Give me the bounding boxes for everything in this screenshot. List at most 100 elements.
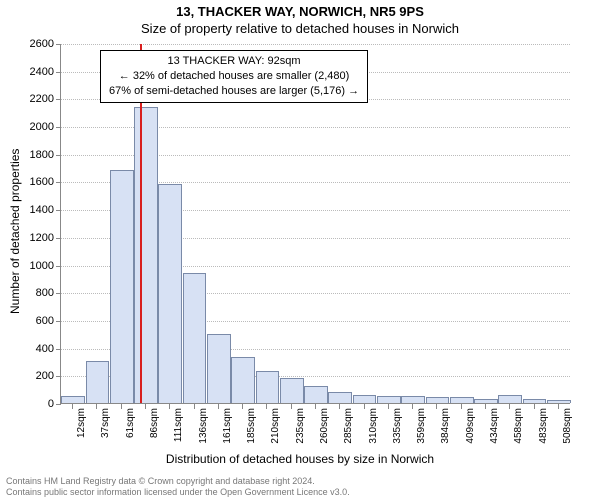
x-tick-label: 136sqm [198, 408, 209, 458]
x-tick-label: 210sqm [270, 408, 281, 458]
y-tick-label: 2400 [14, 66, 54, 78]
x-tick-label: 335sqm [392, 408, 403, 458]
x-axis-label: Distribution of detached houses by size … [0, 452, 600, 466]
title-sub: Size of property relative to detached ho… [0, 21, 600, 36]
y-tick-mark [56, 266, 61, 267]
x-tick-mark [509, 404, 510, 409]
x-tick-mark [169, 404, 170, 409]
histogram-bar [110, 170, 134, 403]
x-tick-mark [485, 404, 486, 409]
histogram-bar [183, 273, 207, 403]
x-tick-label: 185sqm [246, 408, 257, 458]
x-tick-label: 235sqm [295, 408, 306, 458]
y-tick-label: 400 [14, 343, 54, 355]
histogram-bar [158, 184, 182, 403]
y-tick-label: 0 [14, 398, 54, 410]
x-tick-mark [145, 404, 146, 409]
y-tick-label: 1400 [14, 204, 54, 216]
y-tick-mark [56, 293, 61, 294]
y-tick-mark [56, 349, 61, 350]
x-tick-mark [96, 404, 97, 409]
x-tick-mark [461, 404, 462, 409]
footer: Contains HM Land Registry data © Crown c… [6, 476, 350, 499]
info-box: 13 THACKER WAY: 92sqm ← 32% of detached … [100, 50, 368, 103]
y-tick-mark [56, 127, 61, 128]
x-tick-label: 434sqm [489, 408, 500, 458]
x-tick-label: 384sqm [440, 408, 451, 458]
histogram-bar [134, 107, 158, 403]
y-tick-mark [56, 321, 61, 322]
x-tick-label: 260sqm [319, 408, 330, 458]
histogram-bar [353, 395, 377, 403]
footer-line-2: Contains public sector information licen… [6, 487, 350, 498]
x-tick-label: 161sqm [222, 408, 233, 458]
y-tick-mark [56, 210, 61, 211]
x-tick-mark [242, 404, 243, 409]
info-line-3: 67% of semi-detached houses are larger (… [109, 84, 359, 99]
footer-line-1: Contains HM Land Registry data © Crown c… [6, 476, 350, 487]
histogram-bar [61, 396, 85, 403]
histogram-bar [547, 400, 571, 403]
y-tick-mark [56, 155, 61, 156]
x-tick-mark [436, 404, 437, 409]
y-axis-label: Number of detached properties [8, 59, 22, 224]
histogram-bar [450, 397, 474, 403]
y-tick-label: 200 [14, 370, 54, 382]
x-tick-label: 285sqm [343, 408, 354, 458]
histogram-bar [426, 397, 450, 403]
title-main: 13, THACKER WAY, NORWICH, NR5 9PS [0, 4, 600, 19]
histogram-bar [304, 386, 328, 403]
histogram-bar [474, 399, 498, 403]
histogram-bar [328, 392, 352, 403]
histogram-bar [377, 396, 401, 403]
x-tick-label: 508sqm [562, 408, 573, 458]
histogram-bar [523, 399, 547, 403]
histogram-bar [86, 361, 110, 403]
x-tick-mark [218, 404, 219, 409]
x-tick-mark [412, 404, 413, 409]
x-tick-mark [291, 404, 292, 409]
y-tick-label: 1000 [14, 260, 54, 272]
x-tick-label: 86sqm [149, 408, 160, 458]
x-tick-mark [315, 404, 316, 409]
y-tick-label: 2000 [14, 121, 54, 133]
x-tick-mark [72, 404, 73, 409]
x-tick-label: 483sqm [538, 408, 549, 458]
x-tick-mark [266, 404, 267, 409]
y-tick-mark [56, 99, 61, 100]
x-tick-mark [194, 404, 195, 409]
histogram-bar [256, 371, 280, 403]
info-line-1: 13 THACKER WAY: 92sqm [109, 54, 359, 69]
y-tick-label: 1600 [14, 176, 54, 188]
x-tick-label: 61sqm [125, 408, 136, 458]
x-tick-mark [534, 404, 535, 409]
x-tick-mark [364, 404, 365, 409]
gridline [61, 44, 570, 45]
x-tick-label: 37sqm [100, 408, 111, 458]
y-tick-label: 800 [14, 287, 54, 299]
y-tick-label: 1200 [14, 232, 54, 244]
histogram-bar [231, 357, 255, 403]
y-tick-label: 2600 [14, 38, 54, 50]
info-line-2: ← 32% of detached houses are smaller (2,… [109, 69, 359, 84]
y-tick-label: 2200 [14, 93, 54, 105]
y-tick-mark [56, 238, 61, 239]
y-tick-label: 600 [14, 315, 54, 327]
x-tick-label: 111sqm [173, 408, 184, 458]
histogram-bar [401, 396, 425, 403]
histogram-bar [280, 378, 304, 403]
y-tick-mark [56, 376, 61, 377]
x-tick-label: 458sqm [513, 408, 524, 458]
x-tick-label: 359sqm [416, 408, 427, 458]
x-tick-mark [558, 404, 559, 409]
x-tick-label: 12sqm [76, 408, 87, 458]
histogram-bar [498, 395, 522, 403]
x-tick-mark [388, 404, 389, 409]
y-tick-mark [56, 72, 61, 73]
histogram-bar [207, 334, 231, 403]
y-tick-label: 1800 [14, 149, 54, 161]
y-tick-mark [56, 44, 61, 45]
x-tick-mark [121, 404, 122, 409]
x-tick-label: 409sqm [465, 408, 476, 458]
y-tick-mark [56, 182, 61, 183]
